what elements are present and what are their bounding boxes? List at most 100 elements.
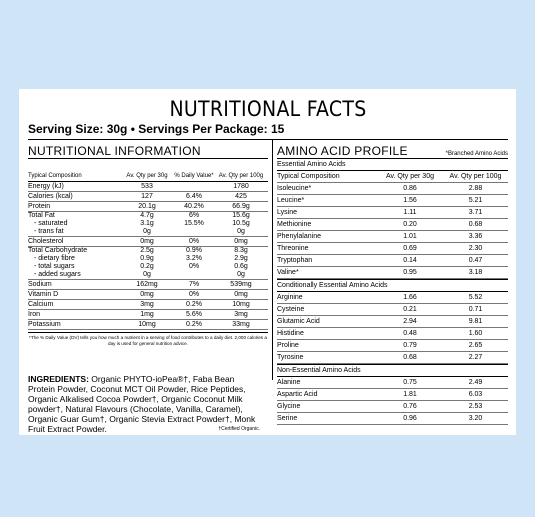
nutrient-name: Total Fat - saturated - trans fat — [28, 212, 122, 236]
cell-value: 3.1g — [140, 220, 154, 227]
amino-qty-30g: 1.01 — [403, 233, 417, 240]
qty-30g: 10mg — [122, 320, 172, 329]
amino-qty-30g: 1.66 — [403, 294, 417, 301]
amino-qty-100g: 0.71 — [468, 306, 483, 313]
amino-group-title: Conditionally Essential Amino Acids — [277, 279, 508, 292]
cell-value: 66.9g — [232, 203, 250, 210]
col-dv: % Daily Value* — [174, 173, 214, 179]
qty-30g: 127 — [122, 192, 172, 201]
qty-100g: 0mg — [216, 237, 266, 246]
nutrition-panel: NUTRITIONAL FACTS Serving Size: 30g • Se… — [19, 89, 516, 435]
cell-value: 5.6% — [186, 311, 202, 318]
cell-value: 0.9% — [186, 247, 202, 254]
qty-30g: 533 — [122, 182, 172, 191]
cell-value: 40.2% — [184, 203, 204, 210]
amino-col-typical: Typical Composition — [277, 173, 340, 180]
qty-100g: 425 — [216, 192, 266, 201]
daily-value: 5.6% — [172, 310, 216, 319]
cell-value: 425 — [235, 193, 247, 200]
amino-qty-100g: 2.30 — [468, 245, 483, 252]
amino-name: Histidine — [277, 330, 304, 337]
qty-30g: 0mg — [122, 237, 172, 246]
cell-value: 0.2g — [140, 263, 154, 270]
cell-value: 0mg — [140, 291, 154, 298]
amino-title: AMINO ACID PROFILE — [277, 144, 408, 158]
qty-100g: 66.9g — [216, 202, 266, 211]
qty-30g: 4.7g 3.1g 0g — [122, 212, 172, 236]
amino-qty-30g: 0.95 — [403, 269, 417, 276]
cell-value: Total Carbohydrate — [28, 247, 88, 254]
daily-value: 0% — [172, 290, 216, 299]
amino-row: Isoleucine* 0.86 2.88 — [277, 183, 508, 195]
daily-value: 0.9% 3.2% 0% — [172, 247, 216, 279]
qty-100g: 15.6g 10.5g 0g — [216, 212, 266, 236]
amino-name: Arginine — [277, 294, 303, 301]
cell-value: 10.5g — [232, 220, 250, 227]
amino-row: Tryptophan 0.14 0.47 — [277, 255, 508, 267]
amino-note: *Branched Amino Acids — [445, 151, 508, 157]
ingredients-text: Organic PHYTO-ioPea®†, Faba Bean Protein… — [28, 374, 256, 434]
amino-name: Phenylalanine — [277, 233, 321, 240]
nutrition-table: NUTRITIONAL INFORMATION Typical Composit… — [28, 144, 268, 347]
nutrition-row: Energy (kJ) 533 1780 — [28, 182, 268, 192]
amino-qty-30g: 0.69 — [403, 245, 417, 252]
amino-row: Lysine 1.11 3.71 — [277, 207, 508, 219]
amino-row: Serine 0.96 3.20 — [277, 413, 508, 425]
amino-row: Tyrosine 0.68 2.27 — [277, 352, 508, 364]
cell-value: 4.7g — [140, 212, 154, 219]
cell-value: 0% — [188, 238, 200, 245]
cell-value: 0% — [188, 263, 200, 270]
amino-qty-30g: 0.96 — [403, 415, 417, 422]
amino-name: Proline — [277, 342, 299, 349]
daily-value: 6% 15.5% — [172, 212, 216, 236]
cell-value: 0% — [188, 291, 200, 298]
amino-name: Methionine — [277, 221, 312, 228]
cell-value: 0g — [143, 228, 151, 235]
qty-100g: 33mg — [216, 320, 266, 329]
qty-30g: 162mg — [122, 280, 172, 289]
cell-value: 1mg — [140, 311, 154, 318]
footnote: *The % Daily Value (DV) tells you how mu… — [28, 332, 268, 347]
daily-value: 40.2% — [172, 202, 216, 211]
amino-row: Leucine* 1.56 5.21 — [277, 195, 508, 207]
nutrition-row: Calcium 3mg 0.2% 10mg — [28, 300, 268, 310]
col-per30: Av. Qty per 30g — [126, 173, 168, 179]
amino-row: Aspartic Acid 1.81 6.03 — [277, 389, 508, 401]
amino-name: Valine* — [277, 269, 299, 276]
amino-name: Glutamic Acid — [277, 318, 320, 325]
nutrition-row: Protein 20.1g 40.2% 66.9g — [28, 202, 268, 212]
amino-qty-100g: 2.88 — [468, 185, 483, 192]
cell-value: 33mg — [232, 321, 250, 328]
cell-value: Calories (kcal) — [28, 193, 73, 200]
cell-value: Potassium — [28, 321, 61, 328]
nutrition-row: Total Carbohydrate - dietary fibre - total… — [28, 247, 268, 280]
cell-value: 15.6g — [232, 212, 250, 219]
amino-name: Isoleucine* — [277, 185, 312, 192]
cell-value: 15.5% — [184, 220, 204, 227]
amino-qty-100g: 3.36 — [468, 233, 483, 240]
amino-row: Glutamic Acid 2.94 9.81 — [277, 316, 508, 328]
serving-info: Serving Size: 30g • Servings Per Package… — [28, 122, 508, 140]
amino-name: Alanine — [277, 379, 301, 386]
col-typical: Typical Composition — [28, 173, 82, 179]
cell-value: 0g — [237, 271, 245, 278]
amino-qty-30g: 0.75 — [403, 379, 417, 386]
daily-value: 6.4% — [172, 192, 216, 201]
cell-value: 20.1g — [138, 203, 156, 210]
amino-qty-30g: 2.94 — [403, 318, 417, 325]
nutrient-name: Sodium — [28, 280, 122, 289]
amino-group-title: Essential Amino Acids — [277, 159, 508, 171]
qty-30g: 3mg — [122, 300, 172, 309]
amino-row: Methionine 0.20 0.68 — [277, 219, 508, 231]
amino-table: AMINO ACID PROFILE *Branched Amino Acids … — [277, 144, 508, 425]
cell-value: 8.3g — [234, 247, 248, 254]
amino-row: Proline 0.79 2.65 — [277, 340, 508, 352]
qty-30g: 2.5g 0.9g 0.2g 0g — [122, 247, 172, 279]
amino-row: Glycine 0.76 2.53 — [277, 401, 508, 413]
cell-value: Total Fat — [28, 212, 55, 219]
cell-value: Cholesterol — [28, 238, 64, 245]
nutrient-name: Potassium — [28, 320, 122, 329]
nutrient-name: Iron — [28, 310, 122, 319]
cell-value: - saturated — [34, 220, 68, 227]
cell-value: 1780 — [233, 183, 249, 190]
